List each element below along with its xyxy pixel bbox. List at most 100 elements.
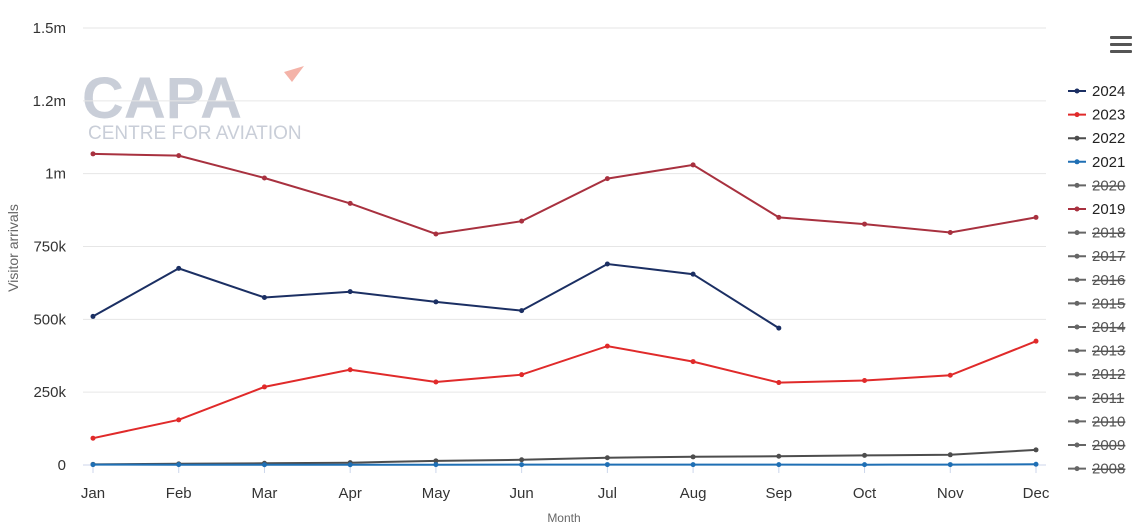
legend-item-2018[interactable]: 2018: [1068, 225, 1125, 242]
data-point[interactable]: [947, 230, 953, 236]
chart-menu-button[interactable]: [1108, 36, 1134, 56]
data-point[interactable]: [690, 271, 696, 277]
data-point[interactable]: [1033, 338, 1039, 344]
legend-item-2013[interactable]: 2013: [1068, 343, 1125, 360]
legend[interactable]: 2024 2023 2022 2021 2020 2019 2018 2017 2016 2015…: [1068, 83, 1125, 478]
data-point[interactable]: [604, 261, 610, 267]
data-point[interactable]: [519, 308, 525, 314]
legend-item-2019[interactable]: 2019: [1068, 201, 1125, 218]
legend-item-2017[interactable]: 2017: [1068, 248, 1125, 265]
data-point[interactable]: [776, 453, 782, 459]
data-point[interactable]: [176, 265, 182, 271]
data-point[interactable]: [690, 359, 696, 365]
data-point[interactable]: [347, 200, 353, 206]
data-point[interactable]: [862, 221, 868, 227]
data-point[interactable]: [776, 380, 782, 386]
data-point[interactable]: [690, 162, 696, 168]
legend-marker: [1074, 159, 1080, 165]
data-point[interactable]: [1033, 214, 1039, 220]
data-point[interactable]: [604, 343, 610, 349]
y-tick-label: 1.5m: [33, 20, 66, 37]
data-point[interactable]: [261, 294, 267, 300]
legend-marker: [1074, 135, 1080, 141]
legend-item-2011[interactable]: 2011: [1068, 390, 1124, 407]
data-point[interactable]: [604, 455, 610, 461]
data-point[interactable]: [347, 289, 353, 295]
data-point[interactable]: [519, 462, 525, 468]
y-axis-title: Visitor arrivals: [5, 204, 21, 292]
data-point[interactable]: [90, 462, 96, 468]
data-point[interactable]: [347, 367, 353, 373]
data-point[interactable]: [433, 231, 439, 237]
data-point[interactable]: [176, 153, 182, 159]
plot-area: [90, 151, 1039, 468]
x-tick-label: Aug: [680, 485, 707, 502]
data-point[interactable]: [519, 372, 525, 378]
data-point[interactable]: [776, 325, 782, 331]
data-point[interactable]: [947, 462, 953, 468]
legend-label: 2010: [1092, 413, 1125, 430]
data-point[interactable]: [604, 462, 610, 468]
data-point[interactable]: [1033, 447, 1039, 453]
y-tick-label: 1m: [45, 166, 66, 183]
data-point[interactable]: [90, 313, 96, 319]
legend-item-2010[interactable]: 2010: [1068, 413, 1125, 430]
legend-item-2016[interactable]: 2016: [1068, 272, 1125, 289]
legend-marker: [1074, 112, 1080, 118]
legend-marker: [1074, 206, 1080, 212]
x-tick-label: Mar: [252, 485, 278, 502]
legend-item-2015[interactable]: 2015: [1068, 295, 1125, 312]
data-point[interactable]: [433, 462, 439, 468]
legend-item-2022[interactable]: 2022: [1068, 130, 1125, 147]
data-point[interactable]: [604, 176, 610, 182]
x-tick-label: Feb: [166, 485, 192, 502]
data-point[interactable]: [519, 457, 525, 463]
series-2023[interactable]: [90, 338, 1039, 441]
data-point[interactable]: [776, 214, 782, 220]
series-line-2022: [92, 448, 1037, 466]
data-point[interactable]: [261, 175, 267, 181]
data-point[interactable]: [261, 384, 267, 390]
data-point[interactable]: [776, 462, 782, 468]
data-point[interactable]: [519, 218, 525, 224]
data-point[interactable]: [947, 372, 953, 378]
legend-marker: [1074, 88, 1080, 94]
data-point[interactable]: [862, 452, 868, 458]
legend-item-2020[interactable]: 2020: [1068, 177, 1125, 194]
data-point[interactable]: [862, 378, 868, 384]
data-point[interactable]: [433, 458, 439, 464]
data-point[interactable]: [261, 462, 267, 468]
series-2024[interactable]: [90, 261, 782, 331]
data-point[interactable]: [176, 417, 182, 423]
data-point[interactable]: [862, 462, 868, 468]
data-point[interactable]: [347, 462, 353, 468]
legend-item-2012[interactable]: 2012: [1068, 366, 1125, 383]
legend-label: 2014: [1092, 319, 1125, 336]
legend-marker: [1074, 253, 1080, 259]
legend-item-2023[interactable]: 2023: [1068, 107, 1125, 124]
data-point[interactable]: [433, 299, 439, 305]
series-2021[interactable]: [90, 461, 1039, 468]
legend-item-2024[interactable]: 2024: [1068, 83, 1125, 100]
legend-marker: [1074, 182, 1080, 188]
data-point[interactable]: [1033, 461, 1039, 467]
series-2019[interactable]: [90, 151, 1039, 237]
legend-item-2009[interactable]: 2009: [1068, 437, 1125, 454]
data-point[interactable]: [90, 435, 96, 441]
x-tick-label: Jan: [81, 485, 105, 502]
y-tick-label: 0: [58, 457, 66, 474]
data-point[interactable]: [433, 379, 439, 385]
data-point[interactable]: [690, 462, 696, 468]
x-tick-label: Sep: [765, 485, 792, 502]
y-tick-label: 1.2m: [33, 93, 66, 110]
legend-item-2014[interactable]: 2014: [1068, 319, 1125, 336]
series-line-2023: [92, 340, 1037, 440]
data-point[interactable]: [176, 462, 182, 468]
data-point[interactable]: [90, 151, 96, 157]
legend-item-2021[interactable]: 2021: [1068, 154, 1125, 171]
x-tick-label: Dec: [1023, 485, 1050, 502]
legend-label: 2020: [1092, 177, 1125, 194]
data-point[interactable]: [947, 452, 953, 458]
data-point[interactable]: [690, 454, 696, 460]
legend-item-2008[interactable]: 2008: [1068, 461, 1125, 478]
